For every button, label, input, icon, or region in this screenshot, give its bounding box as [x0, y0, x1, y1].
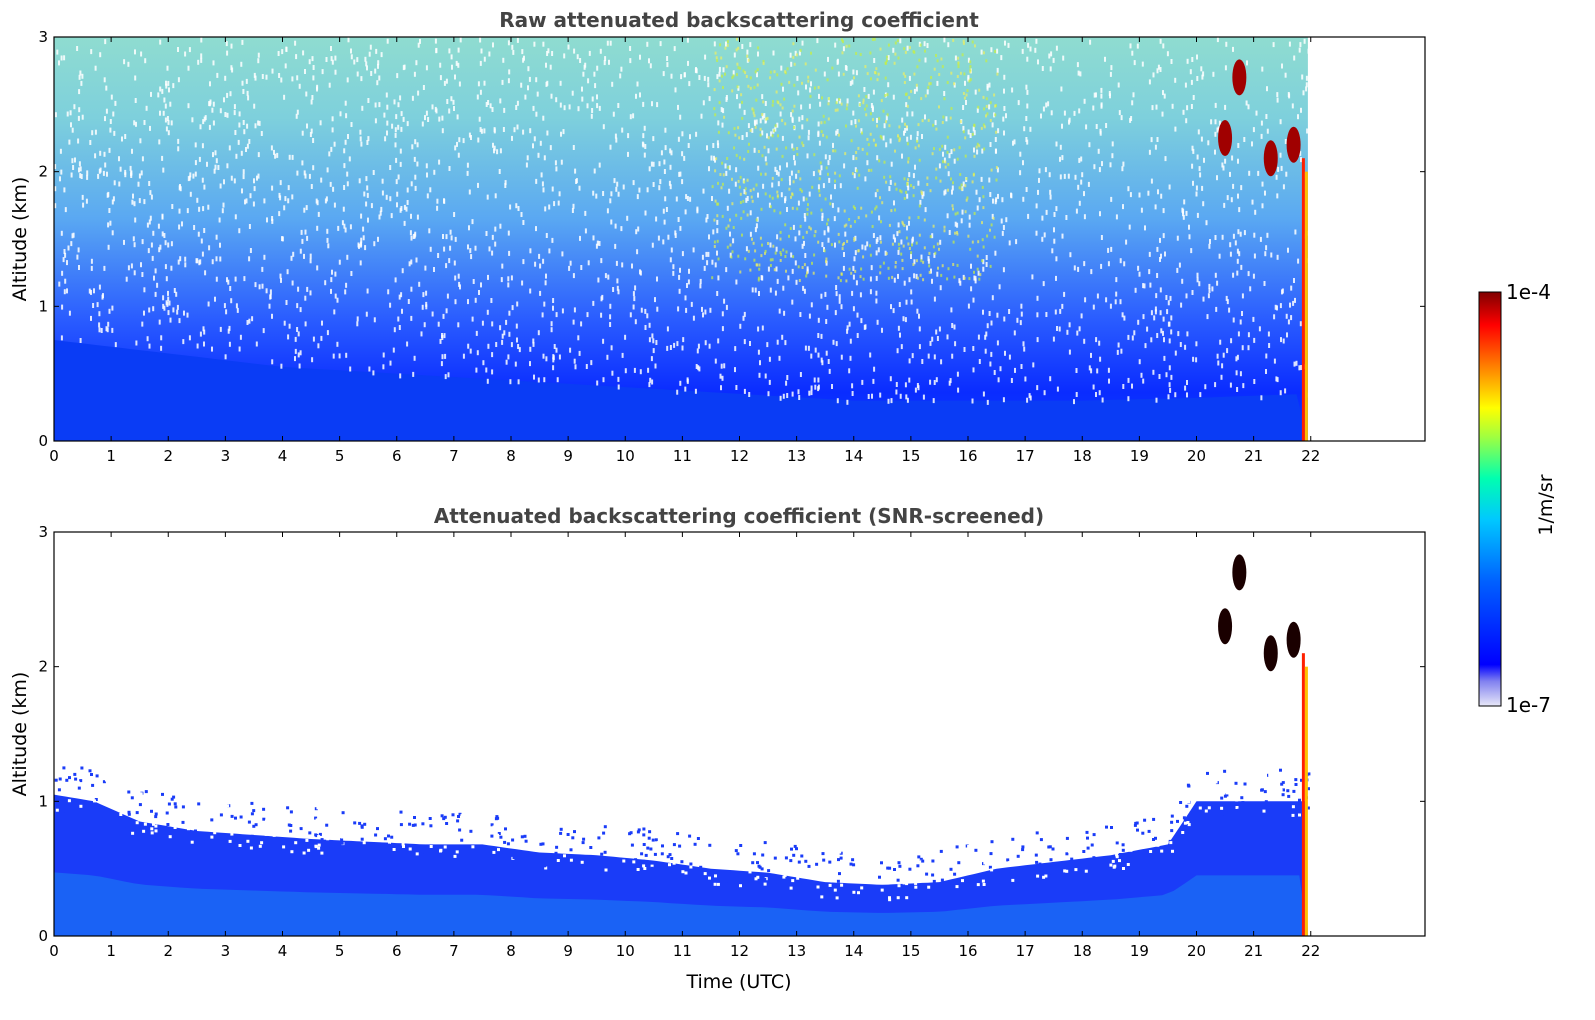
x-tick-label: 6	[392, 942, 402, 960]
x-tick-label: 2	[163, 942, 173, 960]
x-tick-label: 22	[1301, 942, 1320, 960]
colorbar-label: 1/m/sr	[1535, 474, 1557, 535]
x-tick-label: 14	[844, 942, 863, 960]
edge-speckle	[54, 764, 1311, 902]
x-axis-label: Time (UTC)	[685, 971, 791, 993]
cloud-features	[1218, 59, 1301, 177]
x-tick-label: 19	[1130, 942, 1149, 960]
y-tick-label: 2	[38, 163, 48, 181]
y-axis-label: Altitude (km)	[9, 672, 31, 797]
x-tick-label: 4	[278, 942, 288, 960]
x-tick-label: 11	[673, 942, 692, 960]
x-tick-label: 20	[1187, 447, 1206, 465]
x-tick-label: 10	[616, 447, 635, 465]
colorbar-gradient	[1478, 291, 1502, 707]
x-tick-label: 17	[1016, 942, 1035, 960]
x-tick-label: 15	[901, 447, 920, 465]
y-axis: 0 1 2 3	[38, 523, 1425, 945]
panel-title: Raw attenuated backscattering coefficien…	[499, 8, 979, 32]
cloud-mark	[1263, 635, 1278, 672]
x-tick-label: 7	[449, 942, 459, 960]
x-tick-label: 2	[163, 447, 173, 465]
end-strip-red	[1301, 158, 1305, 441]
colorbar-max-label: 1e-4	[1506, 280, 1551, 304]
x-tick-label: 21	[1244, 942, 1263, 960]
y-axis: 0 1 2 3	[38, 28, 1425, 450]
near-surface-layer	[54, 872, 1308, 936]
x-tick-label: 9	[563, 447, 573, 465]
x-tick-label: 21	[1244, 447, 1263, 465]
x-tick-label: 10	[616, 942, 635, 960]
cloud-mark	[1263, 140, 1278, 177]
colorbar-min-label: 1e-7	[1506, 693, 1551, 717]
x-tick-label: 3	[221, 942, 231, 960]
cloud-features	[1218, 554, 1301, 672]
x-axis: 0 1 2 3 4 5 6 7 8 9 10 11 12 13 14 15 16 17 18 19 20 21 22	[49, 532, 1320, 960]
x-tick-label: 12	[730, 942, 749, 960]
x-tick-label: 15	[901, 942, 920, 960]
raw-backscatter-panel: Raw attenuated backscattering coefficien…	[9, 8, 1426, 465]
y-tick-label: 2	[38, 658, 48, 676]
y-tick-label: 3	[38, 523, 48, 541]
end-strip-red	[1301, 653, 1305, 936]
y-tick-label: 1	[38, 297, 48, 315]
cloud-mark	[1286, 126, 1301, 163]
noise-speckle	[54, 37, 1310, 405]
x-tick-label: 1	[106, 942, 116, 960]
x-tick-label: 22	[1301, 447, 1320, 465]
panel-title: Attenuated backscattering coefficient (S…	[434, 504, 1044, 528]
x-tick-label: 11	[673, 447, 692, 465]
x-tick-label: 12	[730, 447, 749, 465]
y-tick-label: 0	[38, 927, 48, 945]
x-tick-label: 18	[1073, 447, 1092, 465]
x-tick-label: 5	[335, 942, 345, 960]
screened-backscatter-panel: Attenuated backscattering coefficient (S…	[9, 504, 1426, 993]
boundary-layer	[54, 340, 1308, 441]
end-strip-yellow	[1304, 666, 1308, 936]
x-tick-label: 16	[958, 942, 977, 960]
x-tick-label: 1	[106, 447, 116, 465]
x-tick-label: 8	[506, 942, 516, 960]
x-tick-label: 16	[958, 447, 977, 465]
x-tick-label: 20	[1187, 942, 1206, 960]
cloud-mark	[1232, 59, 1247, 96]
y-tick-label: 1	[38, 792, 48, 810]
heatmap-area	[54, 554, 1311, 936]
x-tick-label: 19	[1130, 447, 1149, 465]
end-strip-yellow	[1304, 171, 1308, 441]
colorbar: 1e-4 1e-7 1/m/sr	[1478, 280, 1557, 717]
aerosol-speckle	[711, 37, 999, 283]
x-tick-label: 3	[221, 447, 231, 465]
cloud-mark	[1232, 554, 1247, 591]
x-tick-label: 0	[49, 942, 59, 960]
x-tick-label: 18	[1073, 942, 1092, 960]
y-tick-label: 0	[38, 432, 48, 450]
x-axis: 0 1 2 3 4 5 6 7 8 9 10 11 12 13 14 15 16 17 18 19 20 21 22	[49, 37, 1320, 465]
x-tick-label: 17	[1016, 447, 1035, 465]
x-tick-label: 13	[787, 942, 806, 960]
heatmap-area	[54, 37, 1310, 441]
x-tick-label: 7	[449, 447, 459, 465]
x-tick-label: 8	[506, 447, 516, 465]
x-tick-label: 0	[49, 447, 59, 465]
x-tick-label: 4	[278, 447, 288, 465]
cloud-mark	[1218, 120, 1233, 156]
cloud-mark	[1286, 621, 1301, 658]
x-tick-label: 9	[563, 942, 573, 960]
x-tick-label: 13	[787, 447, 806, 465]
cloud-mark	[1218, 608, 1233, 645]
x-tick-label: 5	[335, 447, 345, 465]
y-axis-label: Altitude (km)	[9, 177, 31, 302]
x-tick-label: 14	[844, 447, 863, 465]
x-tick-label: 6	[392, 447, 402, 465]
y-tick-label: 3	[38, 28, 48, 46]
